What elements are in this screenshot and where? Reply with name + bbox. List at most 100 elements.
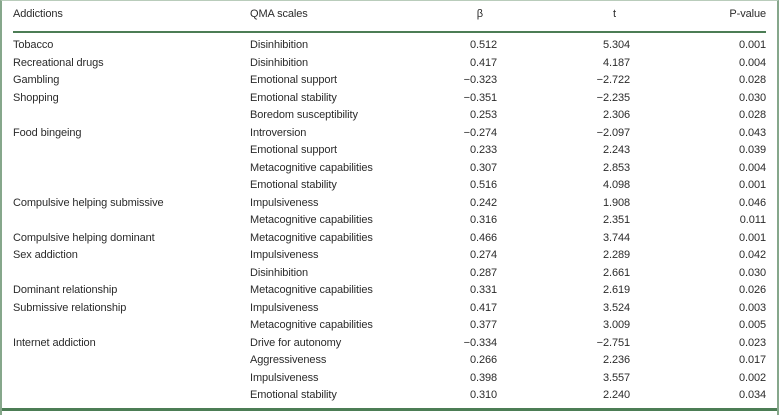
p-value-cell: 0.030	[738, 91, 766, 104]
table-row: Metacognitive capabilities 0.316 2.351 0…	[13, 212, 766, 230]
t-cell: −2.097	[596, 126, 630, 139]
t-cell: 4.187	[602, 56, 630, 69]
t-cell: 2.853	[602, 161, 630, 174]
table-row: Submissive relationship Impulsiveness 0.…	[13, 300, 766, 318]
t-cell: 4.098	[602, 179, 630, 191]
p-value-cell: 0.043	[738, 126, 766, 139]
p-value-cell: 0.001	[738, 231, 766, 244]
beta-cell: −0.334	[463, 336, 497, 349]
beta-cell: 0.274	[469, 249, 497, 261]
table-row: Emotional stability 0.516 4.098 0.001	[13, 177, 766, 195]
t-cell: 2.236	[602, 354, 630, 366]
addiction-cell: Compulsive helping dominant	[13, 231, 155, 244]
p-value-cell: 0.001	[738, 179, 766, 191]
table-bottom-rule	[2, 408, 777, 411]
regression-results-table: Addictions QMA scales β t P-value Tobacc…	[13, 1, 766, 405]
table-row: Metacognitive capabilities 0.307 2.853 0…	[13, 160, 766, 178]
table-row: Compulsive helping submissive Impulsiven…	[13, 195, 766, 213]
p-value-cell: 0.026	[738, 284, 766, 296]
qma-scale-cell: Metacognitive capabilities	[250, 284, 373, 296]
p-value-cell: 0.005	[738, 319, 766, 331]
qma-scale-cell: Emotional stability	[250, 91, 337, 104]
qma-scale-cell: Disinhibition	[250, 56, 309, 69]
table-row: Emotional stability 0.310 2.240 0.034	[13, 387, 766, 405]
beta-cell: −0.323	[463, 74, 497, 86]
p-value-cell: 0.046	[738, 196, 766, 209]
qma-scale-cell: Aggressiveness	[250, 354, 327, 366]
table-row: Boredom susceptibility 0.253 2.306 0.028	[13, 107, 766, 125]
p-value-cell: 0.004	[738, 56, 766, 69]
t-cell: −2.722	[596, 74, 630, 86]
p-value-cell: 0.034	[738, 389, 766, 401]
t-cell: 2.243	[602, 144, 630, 156]
addiction-cell	[13, 370, 250, 388]
beta-cell: 0.287	[469, 266, 497, 279]
table-header: Addictions QMA scales β t P-value	[13, 1, 766, 33]
addiction-cell: Compulsive helping submissive	[13, 196, 164, 209]
qma-scale-cell: Disinhibition	[250, 39, 309, 51]
col-header-t: t	[497, 1, 630, 33]
p-value-cell: 0.028	[738, 109, 766, 121]
t-cell: 3.557	[602, 371, 630, 384]
addiction-cell: Submissive relationship	[13, 301, 127, 314]
addiction-cell	[13, 212, 250, 230]
p-value-cell: 0.023	[738, 336, 766, 349]
beta-cell: 0.377	[469, 319, 497, 331]
qma-scale-cell: Impulsiveness	[250, 301, 319, 314]
beta-cell: −0.351	[463, 91, 497, 104]
addiction-cell	[13, 352, 250, 370]
qma-scale-cell: Metacognitive capabilities	[250, 231, 373, 244]
beta-cell: 0.417	[469, 56, 497, 69]
beta-cell: 0.253	[469, 109, 497, 121]
p-value-cell: 0.042	[738, 249, 766, 261]
addiction-cell	[13, 142, 250, 160]
qma-scale-cell: Metacognitive capabilities	[250, 214, 373, 226]
beta-cell: 0.266	[469, 354, 497, 366]
t-cell: 2.619	[602, 284, 630, 296]
addiction-cell	[13, 107, 250, 125]
header-row: Addictions QMA scales β t P-value	[13, 1, 766, 33]
table-row: Sex addiction Impulsiveness 0.274 2.289 …	[13, 247, 766, 265]
p-value-cell: 0.002	[738, 371, 766, 384]
beta-cell: 0.417	[469, 301, 497, 314]
t-cell: 3.744	[602, 231, 630, 244]
addiction-cell	[13, 177, 250, 195]
p-value-cell: 0.003	[738, 301, 766, 314]
beta-cell: 0.512	[469, 39, 497, 51]
qma-scale-cell: Emotional support	[250, 144, 337, 156]
addiction-cell: Tobacco	[13, 39, 54, 51]
table-row: Food bingeing Introversion −0.274 −2.097…	[13, 125, 766, 143]
t-cell: 2.240	[602, 389, 630, 401]
t-cell: 2.289	[602, 249, 630, 261]
beta-cell: 0.316	[469, 214, 497, 226]
t-cell: 5.304	[602, 39, 630, 51]
table-row: Dominant relationship Metacognitive capa…	[13, 282, 766, 300]
addiction-cell	[13, 265, 250, 283]
beta-cell: 0.516	[469, 179, 497, 191]
beta-cell: 0.233	[469, 144, 497, 156]
qma-scale-cell: Boredom susceptibility	[250, 109, 358, 121]
addiction-cell: Sex addiction	[13, 249, 78, 261]
table-row: Gambling Emotional support −0.323 −2.722…	[13, 72, 766, 90]
beta-cell: 0.310	[469, 389, 497, 401]
table-row: Internet addiction Drive for autonomy −0…	[13, 335, 766, 353]
qma-scale-cell: Metacognitive capabilities	[250, 319, 373, 331]
p-value-cell: 0.001	[738, 39, 766, 51]
p-value-cell: 0.017	[738, 354, 766, 366]
table-row: Compulsive helping dominant Metacognitiv…	[13, 230, 766, 248]
addiction-cell: Internet addiction	[13, 336, 96, 349]
table-row: Aggressiveness 0.266 2.236 0.017	[13, 352, 766, 370]
col-header-beta: β	[433, 1, 497, 33]
p-value-cell: 0.004	[738, 161, 766, 174]
qma-scale-cell: Impulsiveness	[250, 249, 319, 261]
t-cell: 2.661	[602, 266, 630, 279]
col-header-qma-scales: QMA scales	[250, 1, 433, 33]
qma-scale-cell: Emotional stability	[250, 179, 337, 191]
t-cell: 1.908	[602, 196, 630, 209]
t-cell: 3.009	[602, 319, 630, 331]
addiction-cell: Gambling	[13, 74, 60, 86]
t-cell: −2.751	[596, 336, 630, 349]
addiction-cell	[13, 160, 250, 178]
p-value-cell: 0.011	[739, 214, 766, 226]
